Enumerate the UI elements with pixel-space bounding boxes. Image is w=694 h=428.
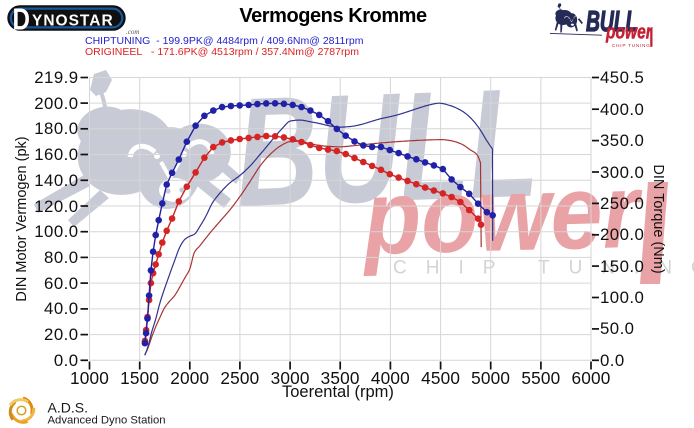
svg-text:power: power bbox=[360, 152, 645, 277]
svg-text:YNOSTAR: YNOSTAR bbox=[32, 12, 114, 29]
svg-text:BULL: BULL bbox=[233, 55, 541, 239]
svg-text:.com: .com bbox=[126, 28, 139, 36]
svg-text:D: D bbox=[13, 1, 30, 36]
svg-text:CHIP TUNING: CHIP TUNING bbox=[393, 258, 694, 279]
svg-text:A.D.S.: A.D.S. bbox=[48, 400, 88, 416]
svg-text:CHIP TUNING: CHIP TUNING bbox=[612, 43, 651, 48]
svg-text:BULL: BULL bbox=[586, 6, 637, 38]
svg-text:Advanced Dyno Station: Advanced Dyno Station bbox=[48, 415, 166, 427]
svg-text:power: power bbox=[605, 21, 652, 44]
